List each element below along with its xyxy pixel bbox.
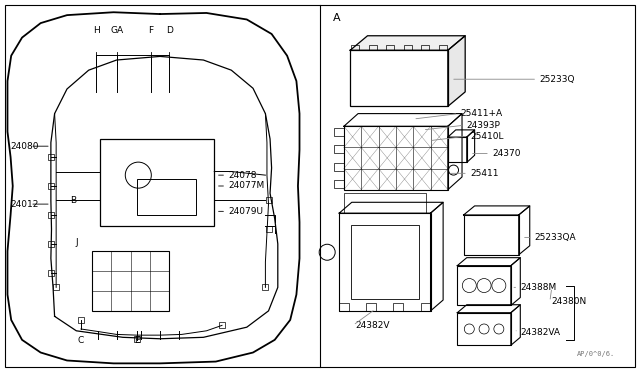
Text: AP/0^0/6.: AP/0^0/6. bbox=[577, 351, 615, 357]
Bar bbox=[351, 45, 359, 50]
Bar bbox=[92, 251, 170, 311]
Polygon shape bbox=[350, 36, 465, 50]
Bar bbox=[334, 180, 344, 187]
Bar bbox=[448, 137, 467, 163]
Text: 24012: 24012 bbox=[10, 200, 38, 209]
Bar bbox=[48, 154, 54, 160]
Text: C: C bbox=[78, 336, 84, 346]
Bar bbox=[219, 323, 225, 328]
Polygon shape bbox=[448, 36, 465, 106]
Bar bbox=[394, 303, 403, 311]
Text: 25411+A: 25411+A bbox=[460, 109, 502, 118]
Bar bbox=[137, 179, 196, 215]
Bar bbox=[366, 303, 376, 311]
Text: 25233QA: 25233QA bbox=[534, 233, 576, 242]
Bar bbox=[339, 303, 349, 311]
Bar bbox=[266, 198, 271, 203]
Text: 24382VA: 24382VA bbox=[520, 328, 560, 337]
Text: A: A bbox=[333, 13, 340, 23]
Text: 24382V: 24382V bbox=[355, 321, 389, 330]
Bar bbox=[463, 215, 519, 255]
Text: 24388M: 24388M bbox=[520, 283, 557, 292]
Text: 24080: 24080 bbox=[10, 142, 38, 151]
Text: 24393P: 24393P bbox=[467, 121, 500, 130]
Bar bbox=[48, 212, 54, 218]
Bar bbox=[369, 45, 377, 50]
Text: B: B bbox=[70, 196, 76, 205]
Bar bbox=[339, 213, 431, 311]
Text: 25410L: 25410L bbox=[470, 132, 504, 141]
Text: F: F bbox=[148, 26, 153, 35]
Bar bbox=[334, 163, 344, 170]
Text: 24079U: 24079U bbox=[228, 207, 263, 216]
Text: E: E bbox=[134, 336, 140, 346]
Text: 24077M: 24077M bbox=[228, 182, 264, 190]
Bar bbox=[134, 337, 140, 343]
Bar bbox=[53, 284, 59, 291]
Bar bbox=[351, 225, 419, 299]
Text: 25233Q: 25233Q bbox=[540, 75, 575, 84]
Bar bbox=[48, 241, 54, 247]
Bar bbox=[78, 317, 84, 323]
Bar bbox=[350, 50, 448, 106]
Bar bbox=[334, 145, 344, 153]
Bar bbox=[48, 270, 54, 276]
Text: 24078: 24078 bbox=[228, 171, 257, 180]
Bar bbox=[48, 183, 54, 189]
Bar bbox=[344, 193, 426, 213]
Text: GA: GA bbox=[110, 26, 123, 35]
Bar bbox=[266, 227, 271, 232]
Bar bbox=[344, 126, 448, 190]
Bar bbox=[387, 45, 394, 50]
Text: 24370: 24370 bbox=[492, 149, 520, 158]
Text: J: J bbox=[75, 238, 77, 247]
Bar bbox=[421, 45, 429, 50]
Bar bbox=[458, 313, 511, 345]
Bar bbox=[100, 139, 214, 226]
Text: 24380N: 24380N bbox=[552, 297, 587, 306]
Bar bbox=[458, 266, 511, 305]
Bar bbox=[262, 284, 268, 291]
Text: H: H bbox=[93, 26, 100, 35]
Bar bbox=[404, 45, 412, 50]
Bar bbox=[420, 303, 431, 311]
Text: 25411: 25411 bbox=[470, 169, 499, 178]
Text: D: D bbox=[166, 26, 173, 35]
Bar bbox=[334, 128, 344, 136]
Bar bbox=[439, 45, 447, 50]
